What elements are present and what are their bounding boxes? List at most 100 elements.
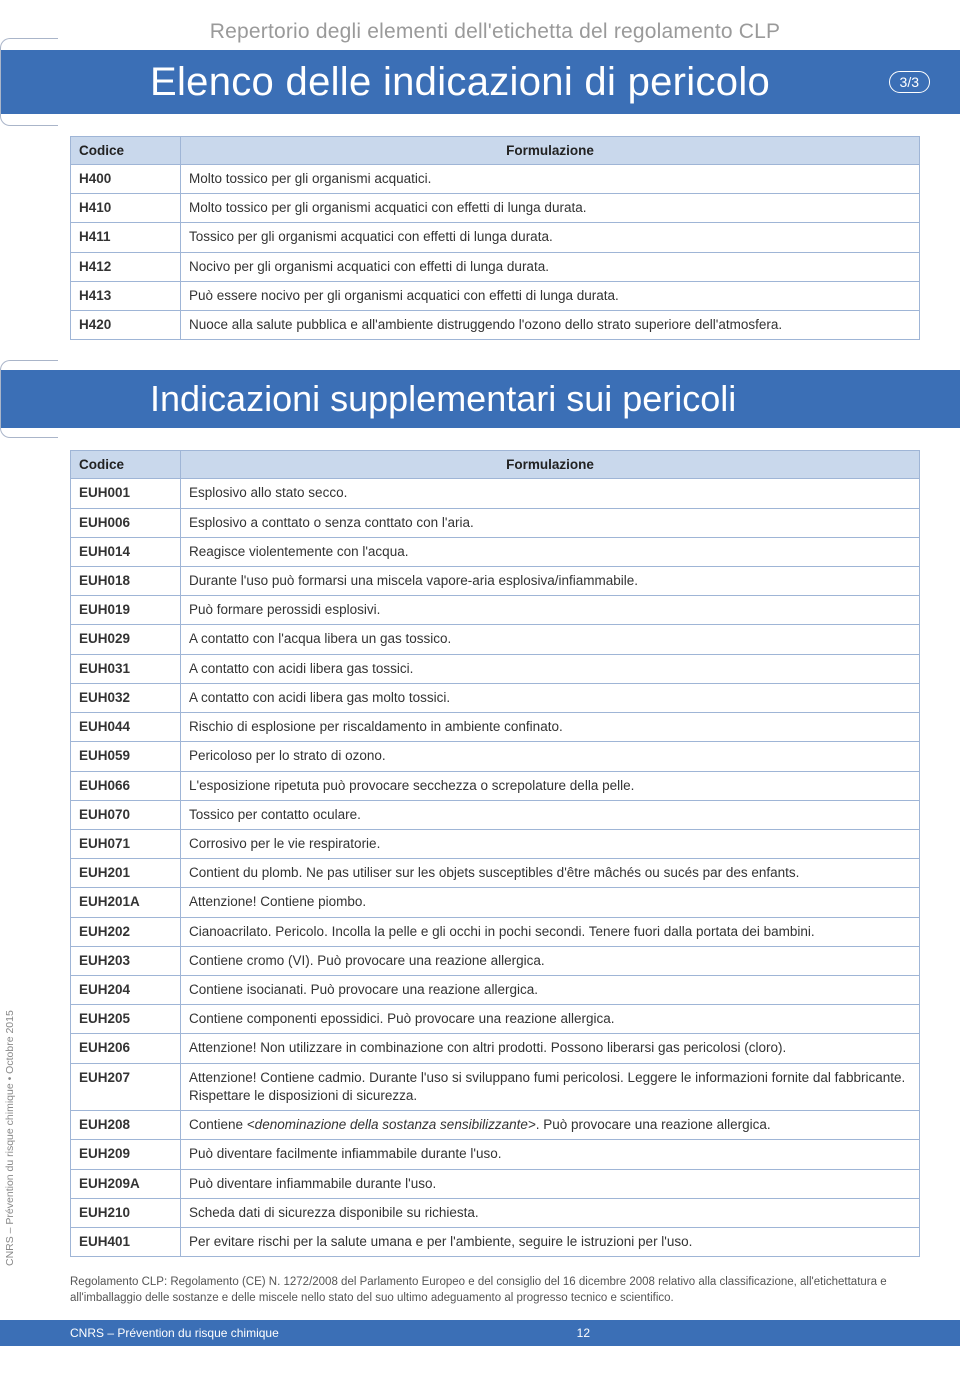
- col-code: Codice: [71, 137, 181, 165]
- table-row: EUH201Contient du plomb. Ne pas utiliser…: [71, 859, 920, 888]
- formulation-cell: Nuoce alla salute pubblica e all'ambient…: [181, 311, 920, 340]
- table-row: EUH059Pericoloso per lo strato di ozono.: [71, 742, 920, 771]
- table-row: EUH066L'esposizione ripetuta può provoca…: [71, 771, 920, 800]
- formulation-cell: Corrosivo per le vie respiratorie.: [181, 829, 920, 858]
- code-cell: H400: [71, 165, 181, 194]
- table-row: H400Molto tossico per gli organismi acqu…: [71, 165, 920, 194]
- vertical-credit: CNRS – Prévention du risque chimique • O…: [4, 1010, 16, 1266]
- table-row: EUH203Contiene cromo (VI). Può provocare…: [71, 946, 920, 975]
- code-cell: EUH029: [71, 625, 181, 654]
- table-header-row: Codice Formulazione: [71, 137, 920, 165]
- table-row: H410Molto tossico per gli organismi acqu…: [71, 194, 920, 223]
- title-bar: Elenco delle indicazioni di pericolo 3/3: [0, 50, 960, 114]
- table-row: EUH070Tossico per contatto oculare.: [71, 800, 920, 829]
- table-row: EUH032A contatto con acidi libera gas mo…: [71, 683, 920, 712]
- formulation-cell: Rischio di esplosione per riscaldamento …: [181, 713, 920, 742]
- footer-left: CNRS – Prévention du risque chimique: [70, 1326, 279, 1340]
- code-cell: EUH209A: [71, 1169, 181, 1198]
- table-row: EUH206Attenzione! Non utilizzare in comb…: [71, 1034, 920, 1063]
- table-row: H411Tossico per gli organismi acquatici …: [71, 223, 920, 252]
- table-row: H420Nuoce alla salute pubblica e all'amb…: [71, 311, 920, 340]
- formulation-cell: Pericoloso per lo strato di ozono.: [181, 742, 920, 771]
- hazard-table-2: Codice Formulazione EUH001Esplosivo allo…: [70, 450, 920, 1257]
- code-cell: EUH201: [71, 859, 181, 888]
- code-cell: EUH019: [71, 596, 181, 625]
- formulation-cell: Contiene <denominazione della sostanza s…: [181, 1111, 920, 1140]
- code-cell: EUH208: [71, 1111, 181, 1140]
- formulation-cell: Esplosivo a conttato o senza conttato co…: [181, 508, 920, 537]
- formulation-cell: Attenzione! Contiene piombo.: [181, 888, 920, 917]
- formulation-cell: Scheda dati di sicurezza disponibile su …: [181, 1198, 920, 1227]
- code-cell: EUH066: [71, 771, 181, 800]
- page-container: CNRS – Prévention du risque chimique • O…: [0, 0, 960, 1386]
- table-row: EUH044Rischio di esplosione per riscalda…: [71, 713, 920, 742]
- section-tab-decoration: [0, 360, 58, 438]
- code-cell: EUH201A: [71, 888, 181, 917]
- code-cell: EUH207: [71, 1063, 181, 1110]
- italic-fragment: <denominazione della sostanza sensibiliz…: [247, 1117, 536, 1132]
- table-row: EUH208Contiene <denominazione della sost…: [71, 1111, 920, 1140]
- table-row: EUH019Può formare perossidi esplosivi.: [71, 596, 920, 625]
- formulation-cell: Contient du plomb. Ne pas utiliser sur l…: [181, 859, 920, 888]
- formulation-cell: Cianoacrilato. Pericolo. Incolla la pell…: [181, 917, 920, 946]
- formulation-cell: Tossico per contatto oculare.: [181, 800, 920, 829]
- table-row: EUH071Corrosivo per le vie respiratorie.: [71, 829, 920, 858]
- table-row: EUH201AAttenzione! Contiene piombo.: [71, 888, 920, 917]
- document-pretitle: Repertorio degli elementi dell'etichetta…: [70, 20, 920, 44]
- code-cell: EUH014: [71, 537, 181, 566]
- table-row: EUH209APuò diventare infiammabile durant…: [71, 1169, 920, 1198]
- code-cell: EUH401: [71, 1228, 181, 1257]
- footer-page-number: 12: [577, 1326, 590, 1340]
- col-formulation: Formulazione: [181, 451, 920, 479]
- formulation-cell: Esplosivo allo stato secco.: [181, 479, 920, 508]
- title-tab-decoration: [0, 38, 58, 126]
- formulation-cell: Può diventare facilmente infiammabile du…: [181, 1140, 920, 1169]
- code-cell: EUH205: [71, 1005, 181, 1034]
- code-cell: EUH001: [71, 479, 181, 508]
- formulation-cell: L'esposizione ripetuta può provocare sec…: [181, 771, 920, 800]
- code-cell: EUH070: [71, 800, 181, 829]
- code-cell: EUH006: [71, 508, 181, 537]
- section-title-bar: Indicazioni supplementari sui pericoli: [0, 370, 960, 428]
- formulation-cell: A contatto con l'acqua libera un gas tos…: [181, 625, 920, 654]
- code-cell: H420: [71, 311, 181, 340]
- formulation-cell: Attenzione! Non utilizzare in combinazio…: [181, 1034, 920, 1063]
- table-row: EUH401Per evitare rischi per la salute u…: [71, 1228, 920, 1257]
- table-row: EUH202Cianoacrilato. Pericolo. Incolla l…: [71, 917, 920, 946]
- table-row: EUH001Esplosivo allo stato secco.: [71, 479, 920, 508]
- table-row: EUH209Può diventare facilmente infiammab…: [71, 1140, 920, 1169]
- code-cell: EUH031: [71, 654, 181, 683]
- code-cell: EUH032: [71, 683, 181, 712]
- table-row: EUH029A contatto con l'acqua libera un g…: [71, 625, 920, 654]
- table-row: EUH210Scheda dati di sicurezza disponibi…: [71, 1198, 920, 1227]
- formulation-cell: Per evitare rischi per la salute umana e…: [181, 1228, 920, 1257]
- formulation-cell: Durante l'uso può formarsi una miscela v…: [181, 566, 920, 595]
- formulation-cell: Molto tossico per gli organismi acquatic…: [181, 194, 920, 223]
- formulation-cell: A contatto con acidi libera gas tossici.: [181, 654, 920, 683]
- code-cell: EUH206: [71, 1034, 181, 1063]
- formulation-cell: Contiene componenti epossidici. Può prov…: [181, 1005, 920, 1034]
- formulation-cell: Può formare perossidi esplosivi.: [181, 596, 920, 625]
- regulation-footnote: Regolamento CLP: Regolamento (CE) N. 127…: [70, 1275, 920, 1306]
- code-cell: H412: [71, 252, 181, 281]
- formulation-cell: Contiene cromo (VI). Può provocare una r…: [181, 946, 920, 975]
- table-row: EUH207Attenzione! Contiene cadmio. Duran…: [71, 1063, 920, 1110]
- table-row: EUH205Contiene componenti epossidici. Pu…: [71, 1005, 920, 1034]
- col-formulation: Formulazione: [181, 137, 920, 165]
- code-cell: EUH018: [71, 566, 181, 595]
- code-cell: EUH202: [71, 917, 181, 946]
- table-header-row: Codice Formulazione: [71, 451, 920, 479]
- formulation-cell: Può essere nocivo per gli organismi acqu…: [181, 281, 920, 310]
- formulation-cell: Nocivo per gli organismi acquatici con e…: [181, 252, 920, 281]
- code-cell: EUH204: [71, 976, 181, 1005]
- formulation-cell: A contatto con acidi libera gas molto to…: [181, 683, 920, 712]
- hazard-table-1: Codice Formulazione H400Molto tossico pe…: [70, 136, 920, 340]
- formulation-cell: Tossico per gli organismi acquatici con …: [181, 223, 920, 252]
- code-cell: H413: [71, 281, 181, 310]
- code-cell: EUH210: [71, 1198, 181, 1227]
- formulation-cell: Reagisce violentemente con l'acqua.: [181, 537, 920, 566]
- code-cell: EUH059: [71, 742, 181, 771]
- table-row: EUH031A contatto con acidi libera gas to…: [71, 654, 920, 683]
- footer-bar: CNRS – Prévention du risque chimique 12: [0, 1320, 960, 1346]
- section-title: Indicazioni supplementari sui pericoli: [150, 378, 736, 420]
